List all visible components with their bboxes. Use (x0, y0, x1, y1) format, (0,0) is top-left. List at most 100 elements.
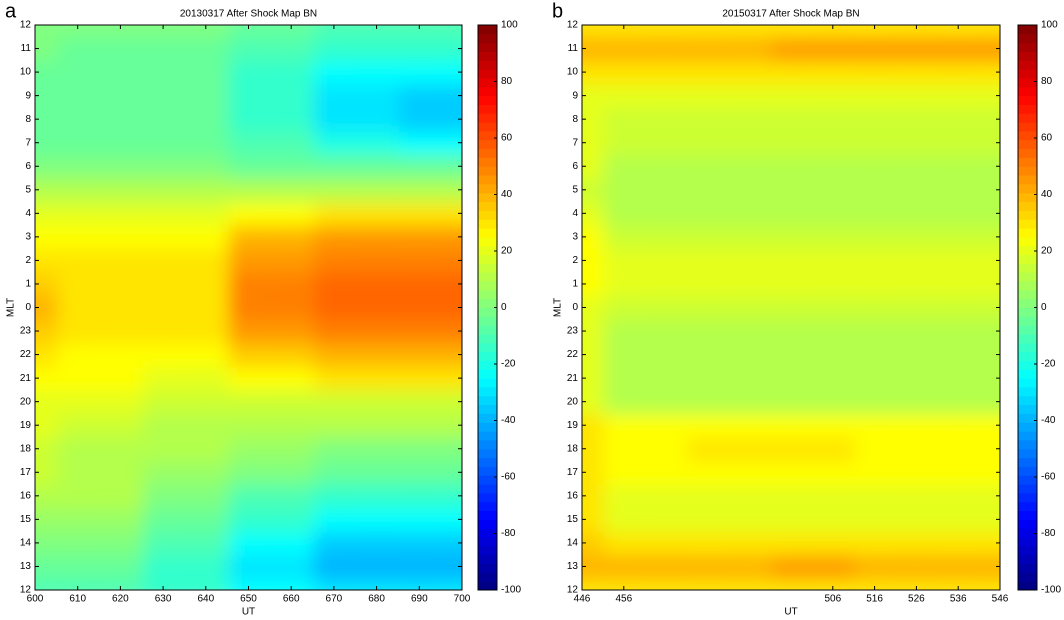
colorbar-step (1018, 113, 1037, 123)
heat-cell (938, 25, 1000, 38)
colorbar-step (1018, 404, 1037, 414)
panel-letter: b (552, 0, 563, 22)
x-axis-label: UT (242, 607, 255, 618)
x-tick-label: 690 (411, 594, 428, 605)
colorbar-step (478, 210, 497, 220)
heat-cell (938, 318, 1000, 344)
colorbar-step (478, 42, 497, 52)
y-tick-label: 16 (567, 490, 579, 501)
colorbar-tick-label: 20 (501, 246, 513, 257)
y-tick-label: 6 (25, 161, 31, 172)
colorbar-step (1018, 86, 1037, 97)
heat-cell (399, 82, 462, 109)
heat-cell (938, 365, 1000, 391)
colorbar-step (478, 219, 497, 229)
y-tick-label: 16 (20, 490, 32, 501)
y-tick-label: 22 (20, 349, 32, 360)
heat-cell (399, 129, 462, 156)
colorbar-step (1018, 201, 1037, 211)
colorbar-step (1018, 307, 1037, 317)
y-tick-label: 12 (20, 20, 32, 31)
y-tick-label: 14 (567, 538, 579, 549)
heat-cell (938, 82, 1000, 109)
colorbar-step (1018, 316, 1037, 326)
colorbar-step (478, 254, 497, 264)
heat-cell (938, 294, 1000, 321)
heat-cell (938, 106, 1000, 132)
colorbar-tick-label: -40 (1041, 415, 1056, 426)
colorbar-tick-label: -40 (501, 415, 516, 426)
colorbar-step (1018, 422, 1037, 432)
colorbar-step (478, 122, 497, 132)
y-tick-label: 2 (25, 255, 31, 266)
colorbar-step (478, 51, 497, 61)
heatmap-cells (582, 25, 1000, 590)
x-tick-label: 620 (112, 594, 129, 605)
y-tick-label: 4 (25, 208, 31, 219)
colorbar-step (1018, 554, 1037, 565)
colorbar-tick-label: -80 (501, 528, 516, 539)
heat-cell (399, 247, 462, 274)
colorbar-step (478, 166, 497, 176)
colorbar-step (478, 378, 497, 388)
colorbar-step (1018, 351, 1037, 361)
colorbar-step (1018, 501, 1037, 512)
colorbar-step (478, 157, 497, 167)
x-tick-label: 650 (240, 594, 257, 605)
colorbar-step (1018, 413, 1037, 423)
y-tick-label: 4 (572, 208, 578, 219)
colorbar-step (1018, 210, 1037, 220)
x-tick-label: 670 (326, 594, 343, 605)
y-tick-label: 10 (20, 67, 32, 78)
colorbar-step (1018, 236, 1037, 247)
heat-cell (938, 59, 1000, 85)
heat-cell (938, 577, 1000, 590)
x-tick-label: 506 (824, 594, 841, 605)
y-tick-label: 15 (567, 514, 579, 525)
colorbar-step (478, 139, 497, 150)
colorbar-step (478, 272, 497, 282)
y-tick-label: 20 (567, 396, 579, 407)
heat-cell (399, 388, 462, 415)
heat-cell (399, 153, 462, 180)
chart-title: 20130317 After Shock Map BN (180, 9, 317, 20)
colorbar-step (478, 86, 497, 97)
heat-cell (938, 224, 1000, 250)
colorbar-step (478, 60, 497, 70)
y-tick-label: 12 (20, 585, 32, 596)
y-tick-label: 3 (572, 232, 578, 243)
heat-cell (938, 247, 1000, 274)
colorbar-step (1018, 69, 1037, 79)
heat-cell (938, 483, 1000, 509)
heat-cell (938, 388, 1000, 415)
colorbar-step (1018, 448, 1037, 459)
colorbar-step (1018, 528, 1037, 538)
colorbar-step (1018, 42, 1037, 52)
colorbar-step (1018, 510, 1037, 520)
x-tick-label: 630 (155, 594, 172, 605)
colorbar-step (478, 298, 497, 308)
y-tick-label: 9 (25, 90, 31, 101)
colorbar-step (478, 281, 497, 291)
colorbar-step (1018, 342, 1037, 353)
colorbar-step (1018, 439, 1037, 450)
colorbar-tick-label: 0 (1041, 302, 1047, 313)
x-tick-label: 680 (368, 594, 385, 605)
heat-cell (399, 341, 462, 368)
colorbar-step (478, 33, 497, 44)
y-tick-label: 18 (567, 443, 579, 454)
colorbar-step (1018, 545, 1037, 556)
y-tick-label: 3 (25, 232, 31, 243)
colorbar-step (478, 245, 497, 256)
colorbar-tick-label: 0 (501, 302, 507, 313)
colorbar-step (478, 192, 497, 203)
y-tick-label: 1 (25, 279, 31, 290)
colorbar-step (478, 404, 497, 414)
colorbar-step (1018, 457, 1037, 467)
y-tick-label: 23 (567, 326, 579, 337)
colorbar-step (478, 369, 497, 379)
y-tick-label: 14 (20, 538, 32, 549)
colorbar-step (478, 69, 497, 79)
colorbar-tick-label: -60 (1041, 472, 1056, 483)
colorbar-tick-label: 60 (1041, 133, 1053, 144)
